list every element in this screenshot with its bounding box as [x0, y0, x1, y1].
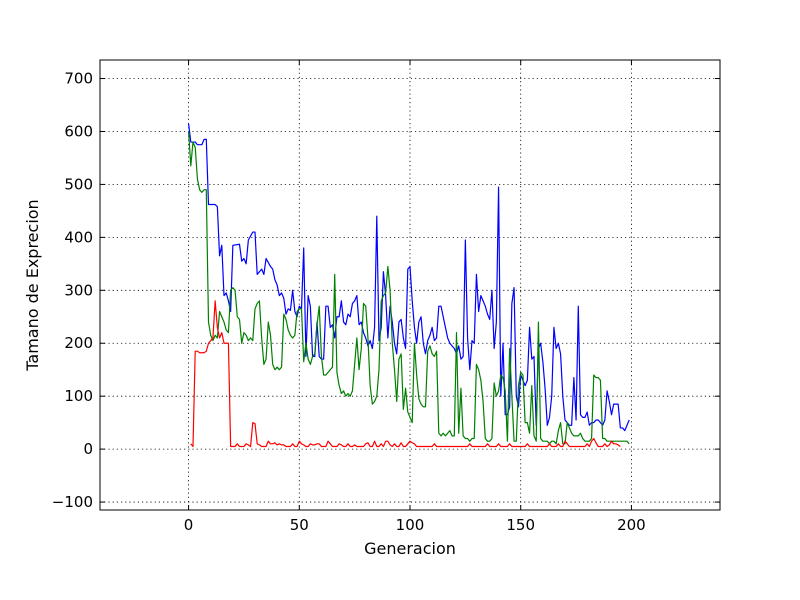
y-tick-label: 200: [64, 334, 93, 352]
series-line-3: [190, 300, 621, 448]
y-tick-label: −100: [52, 493, 93, 511]
y-tick-label: 400: [64, 228, 93, 246]
y-tick-label: 600: [64, 122, 93, 140]
x-tick-label: 0: [184, 516, 194, 534]
x-tick-label: 50: [290, 516, 309, 534]
x-tick-label: 200: [617, 516, 646, 534]
series-lines: [187, 123, 630, 448]
x-tick-label: 150: [506, 516, 535, 534]
grid-lines: [100, 60, 720, 510]
y-tick-label: 300: [64, 281, 93, 299]
y-tick-label: 500: [64, 175, 93, 193]
series-line-1: [187, 123, 630, 432]
y-tick-label: 0: [83, 440, 93, 458]
axis-ticks: [100, 60, 720, 510]
tick-labels: 0 50 100 150 200 −100 0 100 200 300 400 500 600 700: [52, 70, 646, 534]
y-axis-label: Tamano de Exprecion: [23, 199, 42, 371]
y-tick-label: 700: [64, 70, 93, 88]
x-axis-label: Generacion: [364, 539, 456, 558]
series-line-2: [187, 131, 630, 445]
y-tick-label: 100: [64, 387, 93, 405]
x-tick-label: 100: [396, 516, 425, 534]
